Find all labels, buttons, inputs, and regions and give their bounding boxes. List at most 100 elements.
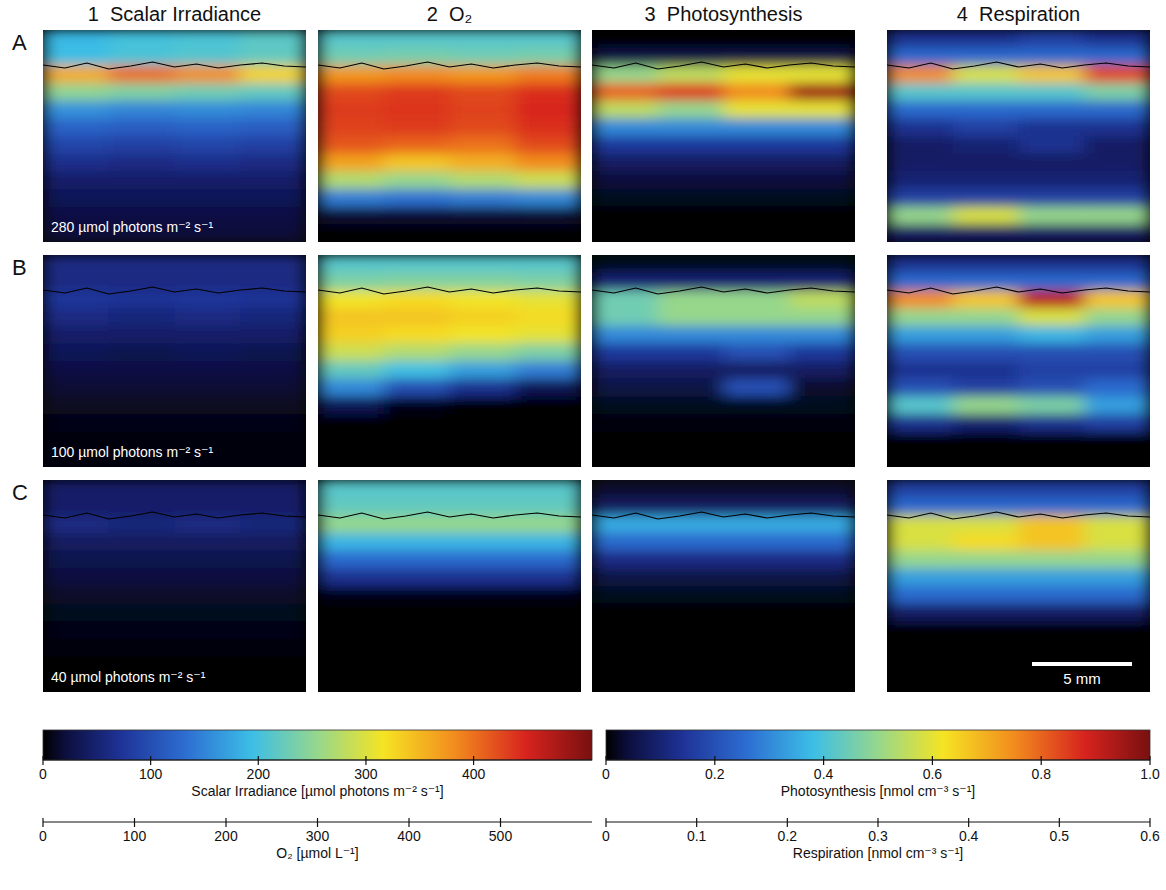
heatmap-cell <box>240 326 306 344</box>
heatmap-cell <box>724 480 790 498</box>
panel-background <box>592 30 855 242</box>
heatmap-cell <box>789 414 855 432</box>
heatmap-cell <box>1019 586 1085 604</box>
heatmap-cell <box>887 396 953 414</box>
heatmap-cell <box>175 586 241 604</box>
heatmap-cell <box>1084 498 1150 516</box>
panel-background <box>43 480 306 692</box>
heatmap-cell <box>1084 551 1150 569</box>
heatmap-cell <box>109 361 175 379</box>
heatmap-cell <box>953 48 1019 66</box>
column-title: 2 O₂ <box>427 3 473 25</box>
heatmap-cell <box>724 361 790 379</box>
heatmap-cell <box>175 65 241 83</box>
heatmap-cell <box>175 343 241 361</box>
heatmap-cell <box>953 396 1019 414</box>
color-tick <box>150 756 151 765</box>
heatmap-cell <box>953 118 1019 136</box>
heatmap-cell <box>515 207 581 225</box>
heatmap-cell <box>43 621 109 639</box>
heatmap-cell <box>592 326 658 344</box>
heatmap-cell <box>43 639 109 657</box>
heatmap-cell <box>1084 118 1150 136</box>
heatmap-cell <box>789 308 855 326</box>
color-axis-title: O₂ [µmol L⁻¹] <box>276 845 358 861</box>
heatmap-cell <box>658 83 724 101</box>
heatmap-panel <box>592 255 855 467</box>
heatmap-cell <box>887 83 953 101</box>
heatmap-cell <box>887 290 953 308</box>
heatmap-cell <box>658 207 724 225</box>
heatmap-cell <box>1019 290 1085 308</box>
heatmap-cell <box>318 224 384 242</box>
heatmap-cell <box>724 639 790 657</box>
heatmap-cell <box>175 604 241 622</box>
heatmap-cell <box>240 449 306 467</box>
heatmap-cell <box>789 515 855 533</box>
heatmap-cell <box>240 101 306 119</box>
heatmap-cell <box>1084 224 1150 242</box>
row-label: B <box>12 255 27 280</box>
heatmap-cell <box>953 414 1019 432</box>
heatmap-cells <box>318 480 581 692</box>
heatmap-cell <box>658 224 724 242</box>
heatmap-cell <box>515 30 581 48</box>
heatmap-cell <box>109 343 175 361</box>
heatmap-cell <box>175 533 241 551</box>
heatmap-cell <box>592 586 658 604</box>
color-tick-label: 400 <box>462 766 486 782</box>
heatmap-cell <box>515 290 581 308</box>
heatmap-cell <box>1019 48 1085 66</box>
heatmap-cell <box>43 171 109 189</box>
heatmap-cell <box>515 308 581 326</box>
heatmap-cell <box>318 498 384 516</box>
heatmap-cell <box>515 414 581 432</box>
heatmap-cell <box>592 480 658 498</box>
heatmap-cell <box>1019 396 1085 414</box>
heatmap-cell <box>658 498 724 516</box>
heatmap-cell <box>887 533 953 551</box>
heatmap-cell <box>384 207 450 225</box>
heatmap-cell <box>515 101 581 119</box>
heatmap-cell <box>384 118 450 136</box>
heatmap-cell <box>109 414 175 432</box>
heatmap-cell <box>1084 361 1150 379</box>
heatmap-cell <box>318 379 384 397</box>
heatmap-cell <box>450 568 516 586</box>
heatmap-cell <box>1019 343 1085 361</box>
heatmap-cell <box>724 154 790 172</box>
heatmap-cell <box>43 361 109 379</box>
heatmap-cell <box>1019 551 1085 569</box>
heatmap-cell <box>318 515 384 533</box>
heatmap-cell <box>592 621 658 639</box>
row-label: A <box>12 30 27 55</box>
heatmap-cell <box>450 48 516 66</box>
heatmap-cell <box>1084 480 1150 498</box>
heatmap-cell <box>450 118 516 136</box>
panel-background <box>887 30 1150 242</box>
heatmap-cell <box>43 255 109 273</box>
heatmap-cell <box>240 498 306 516</box>
heatmap-cell <box>318 657 384 675</box>
heatmap-cell <box>515 533 581 551</box>
heatmap-cell <box>450 533 516 551</box>
color-tick <box>42 756 43 765</box>
heatmap-cell <box>515 136 581 154</box>
heatmap-cell <box>450 551 516 569</box>
heatmap-cell <box>175 361 241 379</box>
heatmap-cell <box>887 379 953 397</box>
heatmap-cell <box>450 361 516 379</box>
heatmap-cell <box>789 136 855 154</box>
heatmap-cell <box>318 154 384 172</box>
heatmap-cell <box>1019 414 1085 432</box>
heatmap-cell <box>240 207 306 225</box>
heatmap-cell <box>515 639 581 657</box>
heatmap-cell <box>240 255 306 273</box>
heatmap-cell <box>724 379 790 397</box>
heatmap-cell <box>240 674 306 692</box>
heatmap-cell <box>724 207 790 225</box>
heatmap-cell <box>1084 273 1150 291</box>
heatmap-cell <box>592 396 658 414</box>
heatmap-cell <box>43 83 109 101</box>
color-tick <box>696 818 697 827</box>
